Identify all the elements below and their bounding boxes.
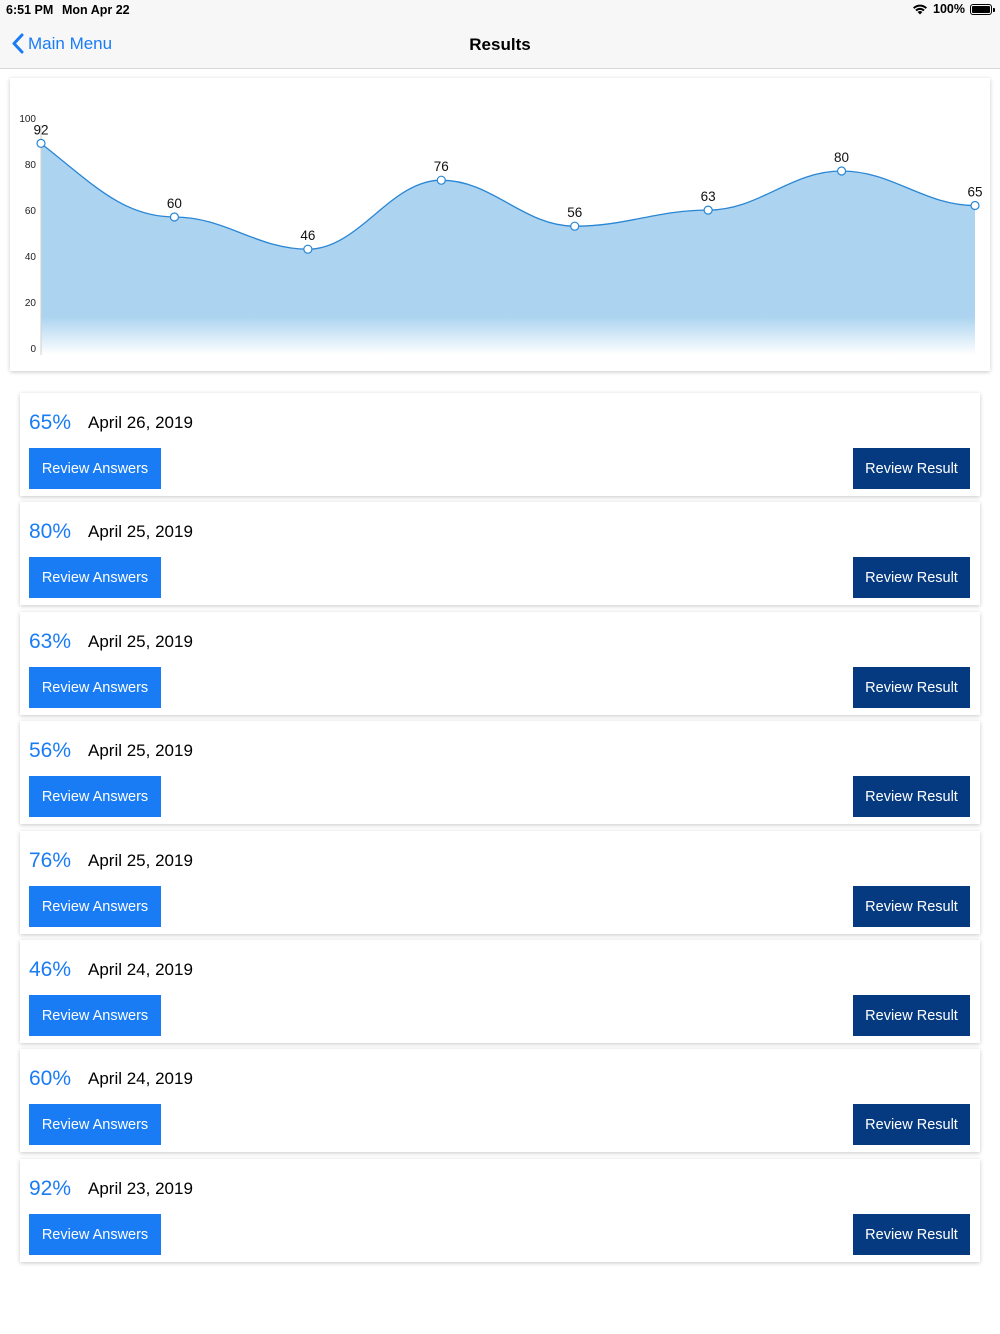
chart-data-label: 76 <box>434 159 449 174</box>
wifi-icon <box>913 4 928 15</box>
review-result-button[interactable]: Review Result <box>853 448 970 489</box>
review-answers-button[interactable]: Review Answers <box>29 886 161 927</box>
review-answers-button[interactable]: Review Answers <box>29 995 161 1036</box>
result-percent: 60% <box>29 1067 72 1090</box>
result-card: 80% April 25, 2019 Review Answers Review Re… <box>20 502 980 605</box>
chart-data-point <box>36 138 46 149</box>
chart-data-label: 65 <box>967 185 982 200</box>
review-result-button[interactable]: Review Result <box>853 1104 970 1145</box>
result-percent: 80% <box>29 520 72 543</box>
result-card: 92% April 23, 2019 Review Answers Review Re… <box>20 1159 980 1262</box>
chart-data-label: 63 <box>701 189 716 204</box>
chart-data-label: 56 <box>567 205 582 220</box>
result-percent: 92% <box>29 1177 72 1200</box>
chart-y-tick-label: 60 <box>25 206 37 217</box>
result-date: April 26, 2019 <box>88 413 193 432</box>
review-answers-button[interactable]: Review Answers <box>29 667 161 708</box>
chart-y-tick-label: 20 <box>25 298 37 309</box>
chart-data-point <box>703 205 713 215</box>
chart-data-label: 80 <box>834 150 849 165</box>
status-right: 100% <box>912 2 995 16</box>
chart-data-point <box>970 200 980 211</box>
review-answers-button[interactable]: Review Answers <box>29 1214 161 1255</box>
chart-data-label: 60 <box>167 196 182 211</box>
chart-data-label: 92 <box>33 122 48 137</box>
chart-y-tick-label: 40 <box>25 252 37 263</box>
chart-data-point <box>570 221 580 231</box>
status-bar: 6:51 PM Mon Apr 22 100% <box>0 0 1000 22</box>
review-answers-button[interactable]: Review Answers <box>29 557 161 598</box>
back-button[interactable]: Main Menu <box>11 33 112 54</box>
review-result-button[interactable]: Review Result <box>853 995 970 1036</box>
result-date: April 25, 2019 <box>88 522 193 541</box>
chart-y-tick-label: 0 <box>30 344 36 355</box>
result-date: April 24, 2019 <box>88 960 193 979</box>
battery-icon <box>970 3 995 15</box>
chart-data-point <box>169 212 180 222</box>
result-card: 65% April 26, 2019 Review Answers Review Re… <box>20 393 980 496</box>
chart-y-tick-label: 100 <box>19 114 36 125</box>
result-percent: 76% <box>29 849 72 872</box>
result-card: 60% April 24, 2019 Review Answers Review Re… <box>20 1049 980 1152</box>
result-date: April 23, 2019 <box>88 1179 193 1198</box>
result-date: April 25, 2019 <box>88 851 193 870</box>
review-result-button[interactable]: Review Result <box>853 1214 970 1255</box>
back-button-label: Main Menu <box>28 33 113 53</box>
chart-data-point <box>303 244 313 254</box>
result-percent: 56% <box>29 739 72 762</box>
result-percent: 63% <box>29 630 72 653</box>
result-card: 76% April 25, 2019 Review Answers Review Re… <box>20 831 980 934</box>
review-result-button[interactable]: Review Result <box>853 557 970 598</box>
chart-data-point <box>836 166 847 176</box>
review-answers-button[interactable]: Review Answers <box>29 776 161 817</box>
review-result-button[interactable]: Review Result <box>853 667 970 708</box>
chart-area-fill <box>41 143 975 355</box>
result-card: 46% April 24, 2019 Review Answers Review Re… <box>20 940 980 1043</box>
review-answers-button[interactable]: Review Answers <box>29 1104 161 1145</box>
result-date: April 24, 2019 <box>88 1069 193 1088</box>
review-answers-button[interactable]: Review Answers <box>29 448 161 489</box>
results-chart-card: 0 20 40 60 80 100 92 60 46 76 56 63 80 65 <box>10 78 990 371</box>
result-percent: 46% <box>29 958 72 981</box>
result-date: April 25, 2019 <box>88 632 193 651</box>
status-date: Mon Apr 22 <box>62 3 130 17</box>
navigation-bar: Main Menu Results <box>0 22 1000 69</box>
review-result-button[interactable]: Review Result <box>853 886 970 927</box>
result-percent: 65% <box>29 411 72 434</box>
result-card: 56% April 25, 2019 Review Answers Review Re… <box>20 721 980 824</box>
chart-y-tick-label: 80 <box>25 160 37 171</box>
chart-data-label: 46 <box>300 228 315 243</box>
result-date: April 25, 2019 <box>88 741 193 760</box>
status-time: 6:51 PM <box>6 3 54 17</box>
chart-data-point <box>436 175 446 185</box>
page-title: Results <box>469 35 531 54</box>
battery-percent: 100% <box>933 2 965 16</box>
chevron-left-icon <box>12 33 24 54</box>
review-result-button[interactable]: Review Result <box>853 776 970 817</box>
chart-series-line <box>40 142 976 250</box>
result-card: 63% April 25, 2019 Review Answers Review Re… <box>20 612 980 715</box>
